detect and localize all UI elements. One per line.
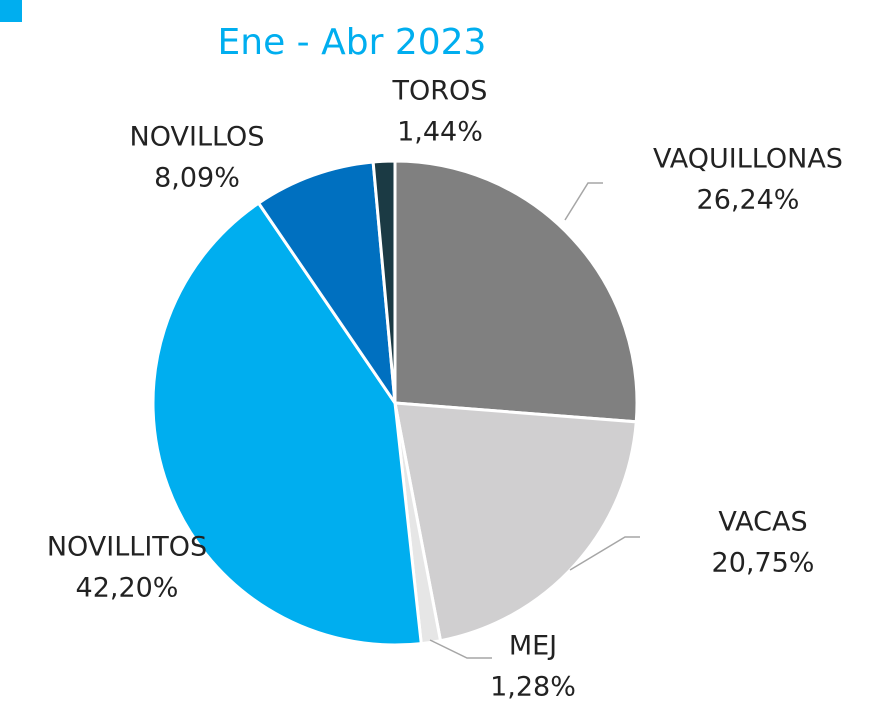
pie-slice	[393, 401, 638, 643]
leader-line	[429, 639, 492, 659]
slice-label: NOVILLITOS	[47, 532, 207, 563]
pie-slice	[256, 160, 398, 409]
leader-line	[569, 536, 640, 571]
slice-value-label: 42,20%	[76, 573, 179, 604]
slice-value-label: 1,28%	[490, 672, 576, 701]
slice-label: VAQUILLONAS	[653, 144, 843, 175]
slice-label: VACAS	[718, 507, 807, 538]
slice-label: MEJ	[509, 631, 557, 662]
slice-value-label: 26,24%	[697, 185, 800, 216]
slice-value-label: 20,75%	[712, 548, 815, 579]
pie-slice	[151, 201, 423, 647]
pie-slice	[371, 159, 397, 404]
slice-value-label: 1,44%	[397, 117, 483, 148]
slice-label: TOROS	[392, 76, 488, 107]
header-accent	[0, 0, 22, 22]
leader-line	[564, 182, 603, 221]
slice-label: NOVILLOS	[130, 122, 265, 153]
pie-slice	[393, 159, 639, 424]
slice-value-label: 8,09%	[154, 163, 240, 194]
chart-title: Ene - Abr 2023	[218, 22, 487, 63]
